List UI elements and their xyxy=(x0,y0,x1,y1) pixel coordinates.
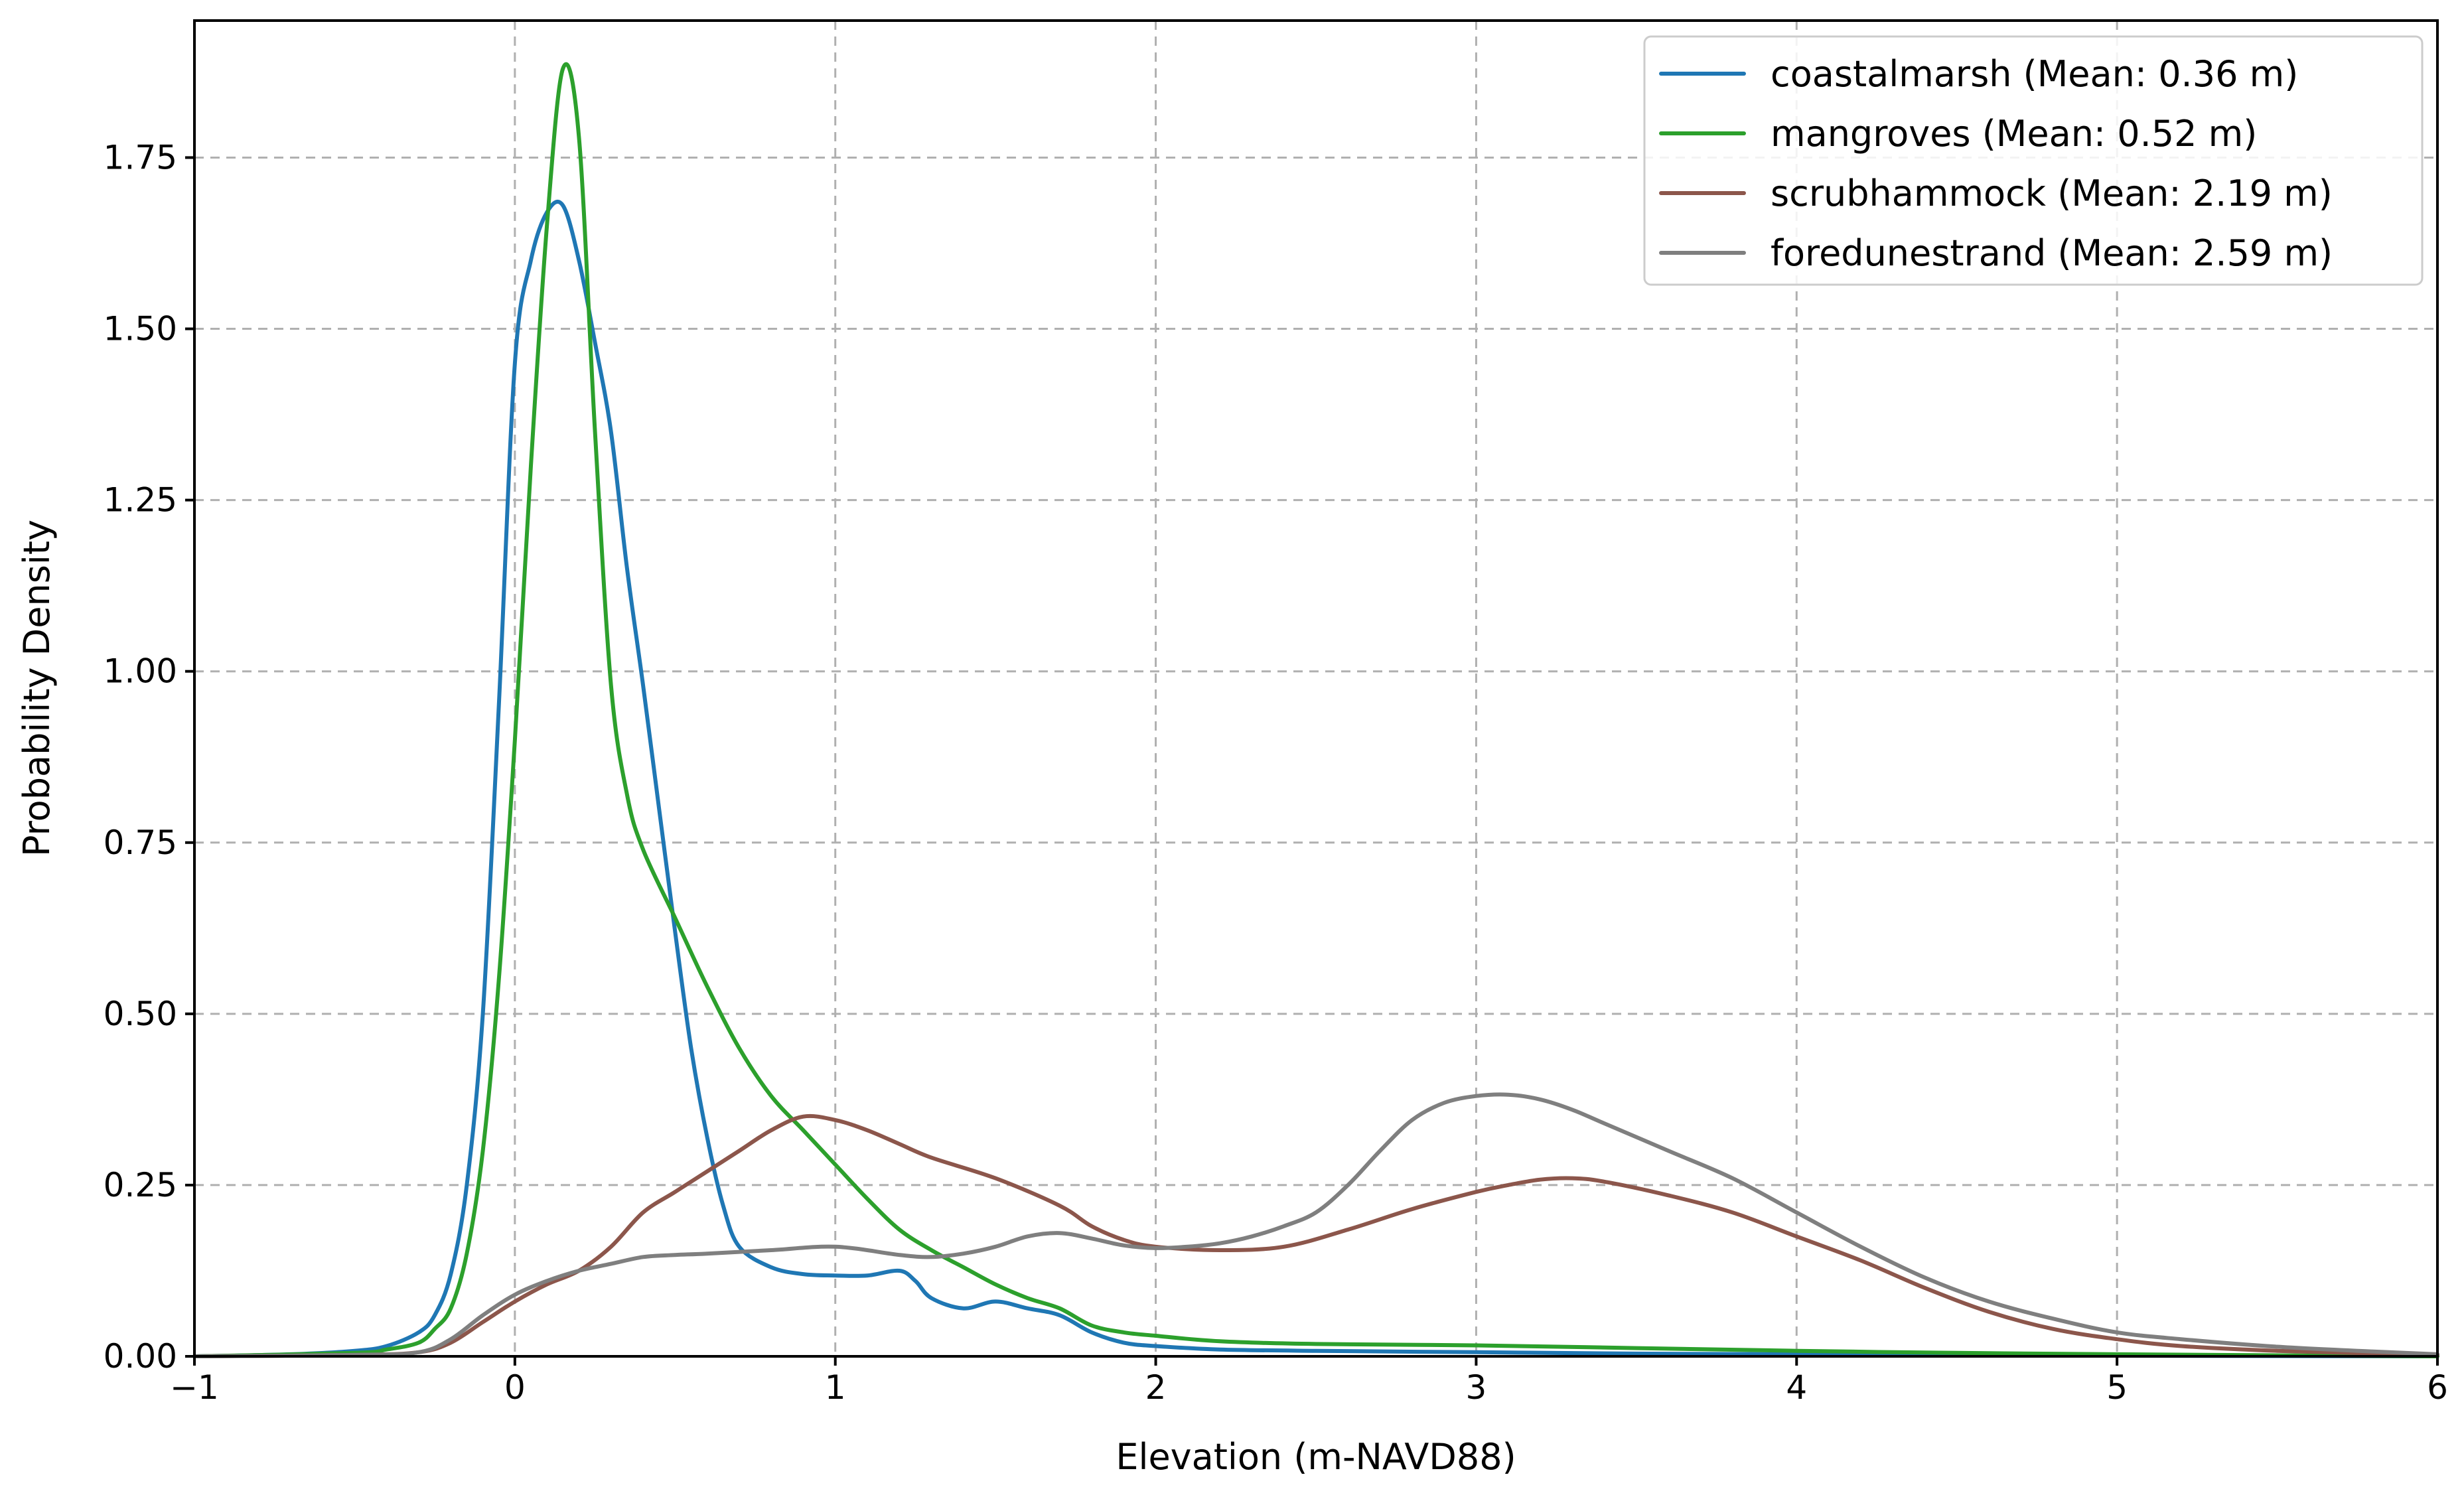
series-line-mangroves xyxy=(192,62,2439,1358)
x-tick-label: 1 xyxy=(825,1368,846,1407)
y-tick-label: 1.00 xyxy=(104,652,177,691)
y-tick-label: 1.50 xyxy=(104,310,177,348)
x-tick-label: 3 xyxy=(1466,1368,1487,1407)
y-tick-label: 1.75 xyxy=(104,138,177,177)
y-tick-label: 0.50 xyxy=(104,995,177,1033)
x-tick-label: −1 xyxy=(170,1368,219,1407)
legend-label-mangroves: mangroves (Mean: 0.52 m) xyxy=(1771,113,2257,155)
y-tick-label: 0.75 xyxy=(104,823,177,862)
x-tick-label: 2 xyxy=(1145,1368,1167,1407)
legend-label-scrubhammock: scrubhammock (Mean: 2.19 m) xyxy=(1771,173,2333,214)
plot-area-frame xyxy=(193,19,2439,1358)
x-axis-label: Elevation (m-NAVD88) xyxy=(1116,1436,1516,1478)
x-tick-label: 5 xyxy=(2106,1368,2128,1407)
legend-label-foredunestrand: foredunestrand (Mean: 2.59 m) xyxy=(1771,232,2333,274)
y-tick-label: 0.00 xyxy=(104,1337,177,1376)
x-tick-label: 6 xyxy=(2427,1368,2448,1407)
legend-box xyxy=(1643,35,2424,286)
x-tick-label: 0 xyxy=(504,1368,526,1407)
grid-lines xyxy=(194,21,2437,1356)
axis-ticks: −1 0 1 2 3 4 5 6 0.00 0.25 0.50 0.75 1.00 1.25 1.50 1.7… xyxy=(104,138,2448,1407)
y-tick-label: 0.25 xyxy=(104,1166,177,1204)
series-line-coastalmarsh xyxy=(192,200,2439,1358)
legend-label-coastalmarsh: coastalmarsh (Mean: 0.36 m) xyxy=(1771,53,2298,95)
legend-entries: coastalmarsh (Mean: 0.36 m) mangroves (Me… xyxy=(1659,53,2333,274)
x-tick-label: 4 xyxy=(1786,1368,1807,1407)
series-line-foredunestrand xyxy=(192,1092,2439,1358)
legend: coastalmarsh (Mean: 0.36 m) mangroves (Me… xyxy=(1643,35,2424,286)
series-lines xyxy=(192,62,2439,1358)
y-tick-label: 1.25 xyxy=(104,481,177,520)
y-axis-label: Probability Density xyxy=(16,520,58,857)
series-line-scrubhammock xyxy=(192,1113,2439,1358)
